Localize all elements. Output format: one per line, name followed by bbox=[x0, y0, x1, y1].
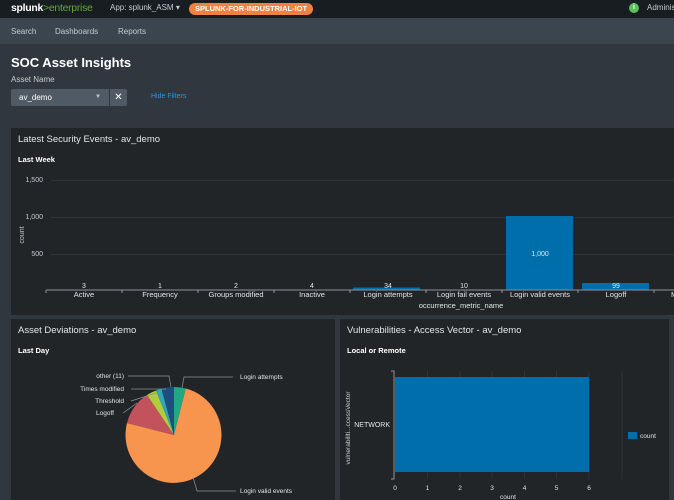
latest-security-events-panel: Latest Security Events - av_demo Last We… bbox=[11, 128, 674, 315]
access-vector-bar-chart: NETWORK vulnerabiliti...ccessVector 0 1 … bbox=[345, 370, 656, 500]
nav-reports[interactable]: Reports bbox=[118, 27, 147, 36]
svg-text:4: 4 bbox=[310, 283, 314, 290]
nav-search[interactable]: Search bbox=[11, 27, 37, 36]
svg-text:Logoff: Logoff bbox=[96, 410, 114, 417]
nav-dashboards[interactable]: Dashboards bbox=[55, 27, 99, 36]
svg-text:99: 99 bbox=[612, 283, 620, 290]
asset-name-value: av_demo bbox=[19, 93, 52, 102]
security-events-bar-chart: 1,500 1,000 500 count 3 1 2 4 34 10 1,00… bbox=[19, 177, 674, 310]
svg-text:Login attempts: Login attempts bbox=[240, 374, 283, 381]
svg-text:count: count bbox=[500, 494, 516, 500]
top-bar: splunk>enterprise App: splunk_ASM ▾ SPLU… bbox=[0, 0, 674, 18]
panel-subtitle: Local or Remote bbox=[347, 346, 406, 355]
svg-text:Frequency: Frequency bbox=[142, 290, 178, 299]
asset-deviations-pie-chart: other (11) Times modified Threshold Logo… bbox=[80, 373, 293, 495]
svg-text:Active: Active bbox=[74, 290, 94, 299]
svg-text:1,000: 1,000 bbox=[531, 251, 549, 258]
app-badge: SPLUNK-FOR-INDUSTRIAL-IOT bbox=[189, 3, 314, 15]
clear-filter-button[interactable]: ✕ bbox=[110, 89, 127, 106]
panel-gutter bbox=[669, 319, 674, 500]
svg-text:0: 0 bbox=[393, 485, 397, 492]
svg-text:2: 2 bbox=[458, 485, 462, 492]
user-menu[interactable]: Administrator bbox=[647, 3, 674, 12]
svg-text:1: 1 bbox=[158, 283, 162, 290]
svg-text:3: 3 bbox=[82, 283, 86, 290]
svg-text:count: count bbox=[640, 433, 656, 440]
splunk-logo[interactable]: splunk>enterprise bbox=[11, 2, 93, 14]
svg-text:1,000: 1,000 bbox=[25, 214, 43, 221]
svg-text:1,500: 1,500 bbox=[25, 177, 43, 184]
panel-title: Asset Deviations - av_demo bbox=[18, 325, 137, 336]
page-title: SOC Asset Insights bbox=[11, 55, 132, 70]
svg-text:Times modified: Times modified bbox=[80, 386, 124, 393]
asset-name-dropdown[interactable]: av_demo ▼ bbox=[11, 89, 109, 106]
panel-subtitle: Last Day bbox=[18, 346, 50, 355]
svg-text:occurrence_metric_name: occurrence_metric_name bbox=[419, 301, 504, 310]
svg-text:1: 1 bbox=[426, 485, 430, 492]
svg-text:500: 500 bbox=[31, 251, 43, 258]
svg-text:10: 10 bbox=[460, 283, 468, 290]
svg-text:34: 34 bbox=[384, 283, 392, 290]
hide-filters-link[interactable]: Hide Filters bbox=[151, 93, 187, 100]
asset-name-label: Asset Name bbox=[11, 75, 55, 84]
svg-text:3: 3 bbox=[490, 485, 494, 492]
svg-text:Login fail events: Login fail events bbox=[437, 290, 491, 299]
svg-text:2: 2 bbox=[234, 283, 238, 290]
svg-text:Groups modified: Groups modified bbox=[208, 290, 263, 299]
svg-text:6: 6 bbox=[587, 485, 591, 492]
svg-text:4: 4 bbox=[523, 485, 527, 492]
app-nav-bar: Search Dashboards Reports bbox=[0, 18, 674, 44]
vulnerabilities-access-vector-panel: Vulnerabilities - Access Vector - av_dem… bbox=[340, 319, 669, 500]
svg-text:Logoff: Logoff bbox=[606, 290, 628, 299]
asset-deviations-panel: Asset Deviations - av_demo Last Day othe… bbox=[11, 319, 335, 500]
legend-swatch bbox=[628, 432, 637, 439]
svg-text:Login valid events: Login valid events bbox=[240, 488, 293, 495]
panel-title: Latest Security Events - av_demo bbox=[18, 134, 161, 145]
info-icon[interactable]: i bbox=[629, 3, 639, 13]
svg-text:count: count bbox=[19, 226, 26, 243]
svg-text:vulnerabiliti...ccessVector: vulnerabiliti...ccessVector bbox=[345, 391, 352, 465]
svg-text:Login valid events: Login valid events bbox=[510, 290, 570, 299]
svg-text:other (11): other (11) bbox=[96, 373, 124, 380]
svg-text:Login attempts: Login attempts bbox=[363, 290, 412, 299]
svg-text:M: M bbox=[671, 290, 674, 299]
svg-text:Inactive: Inactive bbox=[299, 290, 325, 299]
svg-text:5: 5 bbox=[555, 485, 559, 492]
app-menu[interactable]: App: splunk_ASM ▾ bbox=[110, 3, 180, 12]
svg-text:NETWORK: NETWORK bbox=[354, 422, 390, 429]
panel-title: Vulnerabilities - Access Vector - av_dem… bbox=[347, 325, 522, 336]
panel-subtitle: Last Week bbox=[18, 155, 55, 164]
caret-down-icon: ▼ bbox=[95, 94, 101, 100]
svg-text:Threshold: Threshold bbox=[95, 398, 124, 405]
